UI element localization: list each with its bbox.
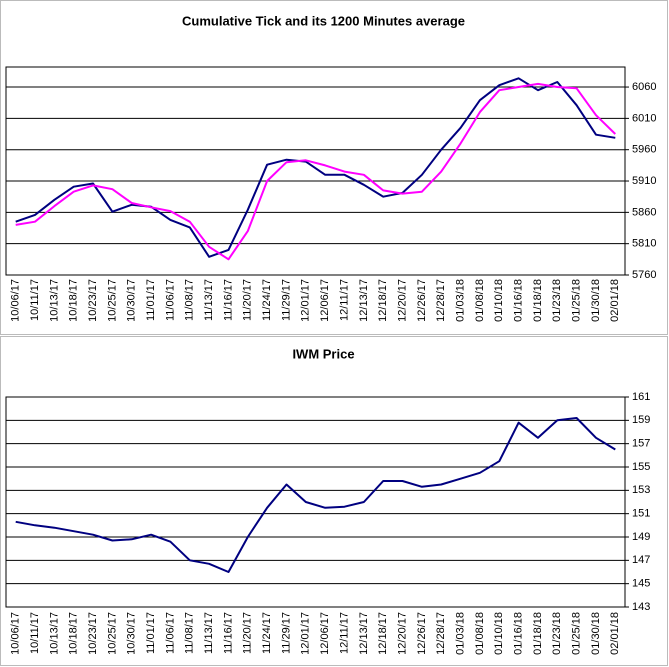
x-tick-label: 12/01/17	[300, 279, 312, 322]
x-tick-label: 12/20/17	[396, 612, 408, 655]
x-tick-label: 10/30/17	[126, 279, 138, 322]
x-tick-label: 12/11/17	[338, 612, 350, 654]
y-tick-label: 155	[632, 461, 650, 473]
x-tick-label: 11/16/17	[222, 612, 234, 654]
y-tick-label: 5760	[632, 269, 656, 281]
x-tick-label: 12/20/17	[396, 279, 408, 322]
x-tick-label: 10/23/17	[87, 612, 99, 655]
y-tick-label: 159	[632, 414, 650, 426]
x-tick-label: 10/11/17	[29, 279, 41, 321]
x-tick-label: 11/24/17	[261, 612, 273, 654]
x-tick-label: 12/13/17	[358, 279, 370, 322]
x-tick-label: 11/24/17	[261, 279, 273, 321]
y-tick-label: 5960	[632, 144, 656, 156]
x-tick-label: 01/08/18	[474, 279, 486, 322]
x-tick-label: 01/23/18	[551, 279, 563, 322]
y-tick-label: 5860	[632, 206, 656, 218]
x-tick-label: 01/03/18	[454, 279, 466, 322]
x-tick-label: 02/01/18	[609, 612, 621, 655]
x-tick-label: 11/01/17	[145, 612, 157, 654]
x-tick-label: 01/08/18	[474, 612, 486, 655]
x-tick-label: 12/26/17	[416, 279, 428, 322]
x-tick-label: 10/30/17	[126, 612, 138, 655]
x-tick-label: 01/30/18	[590, 612, 602, 655]
y-tick-label: 157	[632, 438, 650, 450]
x-tick-label: 11/16/17	[222, 279, 234, 321]
y-tick-label: 143	[632, 601, 650, 613]
y-tick-label: 147	[632, 554, 650, 566]
x-tick-label: 01/16/18	[513, 612, 525, 655]
x-tick-label: 12/18/17	[377, 279, 389, 322]
x-tick-label: 10/23/17	[87, 279, 99, 322]
x-tick-label: 12/18/17	[377, 612, 389, 655]
x-tick-label: 12/28/17	[435, 612, 447, 655]
x-tick-label: 01/30/18	[590, 279, 602, 322]
x-tick-label: 11/29/17	[280, 279, 292, 321]
data-line	[15, 417, 616, 573]
x-tick-label: 11/01/17	[145, 279, 157, 321]
x-tick-label: 01/03/18	[454, 612, 466, 655]
y-tick-label: 145	[632, 578, 650, 590]
y-tick-label: 161	[632, 391, 650, 403]
data-line	[15, 82, 616, 261]
y-tick-label: 153	[632, 484, 650, 496]
x-tick-label: 11/13/17	[203, 612, 215, 654]
plot-area	[5, 396, 626, 608]
x-tick-label: 10/13/17	[48, 279, 60, 322]
y-tick-label: 5910	[632, 175, 656, 187]
y-tick-label: 149	[632, 531, 650, 543]
data-line	[15, 77, 616, 258]
x-tick-label: 01/10/18	[493, 612, 505, 655]
x-tick-label: 12/13/17	[358, 612, 370, 655]
x-tick-label: 11/08/17	[184, 279, 196, 321]
x-tick-label: 10/06/17	[10, 279, 22, 322]
chart-title: IWM Price	[292, 346, 354, 361]
x-tick-label: 10/13/17	[48, 612, 60, 655]
x-tick-label: 11/13/17	[203, 279, 215, 321]
x-tick-label: 11/20/17	[242, 279, 254, 321]
x-tick-label: 10/18/17	[68, 612, 80, 655]
x-tick-label: 12/01/17	[300, 612, 312, 655]
x-tick-label: 11/06/17	[164, 612, 176, 654]
x-tick-label: 10/11/17	[29, 612, 41, 654]
x-tick-label: 10/25/17	[106, 612, 118, 655]
x-tick-label: 01/23/18	[551, 612, 563, 655]
x-tick-label: 01/25/18	[571, 279, 583, 322]
x-tick-label: 11/20/17	[242, 612, 254, 654]
x-tick-label: 12/26/17	[416, 612, 428, 655]
x-tick-label: 01/18/18	[532, 279, 544, 322]
x-tick-label: 12/11/17	[338, 279, 350, 321]
x-tick-label: 01/18/18	[532, 612, 544, 655]
x-tick-label: 11/08/17	[184, 612, 196, 654]
y-tick-label: 5810	[632, 238, 656, 250]
y-tick-label: 6010	[632, 112, 656, 124]
x-tick-label: 01/16/18	[513, 279, 525, 322]
x-tick-label: 02/01/18	[609, 279, 621, 322]
x-tick-label: 12/06/17	[319, 279, 331, 322]
chart-title: Cumulative Tick and its 1200 Minutes ave…	[182, 13, 465, 28]
x-tick-label: 12/28/17	[435, 279, 447, 322]
x-tick-label: 01/10/18	[493, 279, 505, 322]
y-tick-label: 151	[632, 508, 650, 520]
y-tick-label: 6060	[632, 81, 656, 93]
x-tick-label: 10/18/17	[68, 279, 80, 322]
x-tick-label: 12/06/17	[319, 612, 331, 655]
x-tick-label: 11/06/17	[164, 279, 176, 321]
x-tick-label: 10/25/17	[106, 279, 118, 322]
x-tick-label: 11/29/17	[280, 612, 292, 654]
plot-area	[5, 66, 626, 276]
x-tick-label: 01/25/18	[571, 612, 583, 655]
x-tick-label: 10/06/17	[10, 612, 22, 655]
